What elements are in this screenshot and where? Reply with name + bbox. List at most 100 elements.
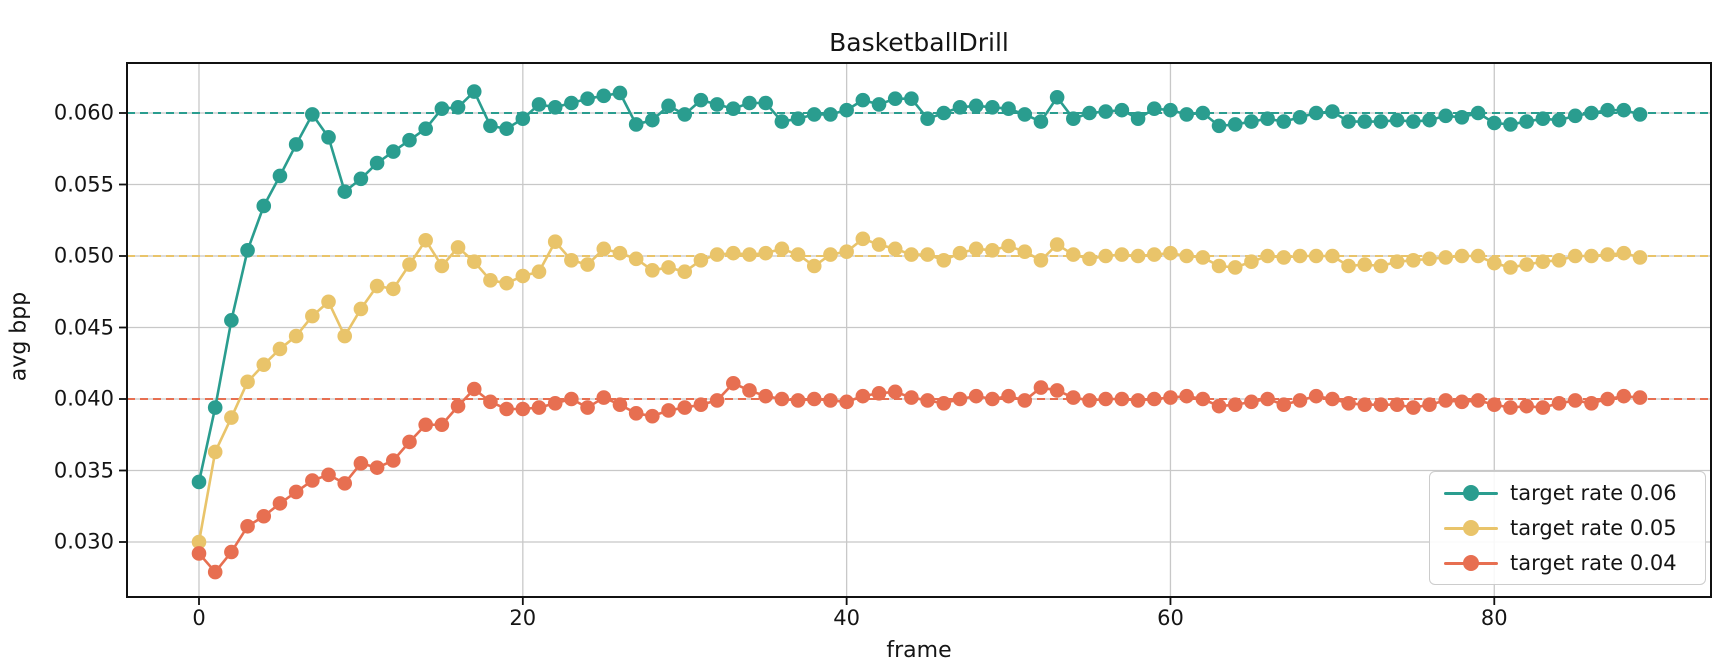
data-point: [531, 264, 547, 280]
legend-marker-icon: [1444, 519, 1498, 537]
data-point: [1163, 390, 1178, 405]
data-point: [1211, 258, 1227, 274]
data-point: [337, 476, 353, 491]
data-point: [466, 254, 482, 270]
x-tick-label: 40: [833, 606, 860, 630]
data-point: [1454, 248, 1470, 264]
data-point: [1486, 255, 1502, 271]
data-point: [726, 101, 741, 117]
data-point: [1114, 247, 1130, 262]
data-point: [1600, 247, 1615, 262]
x-axis-label: frame: [886, 638, 952, 663]
data-point: [483, 118, 498, 134]
data-point: [645, 408, 660, 424]
data-point: [1049, 383, 1065, 398]
data-point: [1098, 391, 1113, 407]
data-point: [1422, 251, 1437, 267]
data-point: [1098, 248, 1113, 264]
data-point: [1033, 114, 1049, 129]
data-point: [1373, 114, 1389, 129]
data-point: [207, 400, 223, 415]
data-point: [1227, 397, 1243, 413]
data-point: [1551, 112, 1567, 128]
data-point: [564, 95, 579, 111]
data-point: [645, 263, 660, 278]
data-point: [726, 375, 741, 391]
data-point: [758, 245, 773, 261]
data-point: [353, 171, 369, 187]
data-point: [1163, 102, 1178, 118]
data-point: [321, 467, 336, 483]
data-point: [1535, 254, 1551, 270]
data-point: [1033, 380, 1049, 395]
data-point: [272, 168, 288, 184]
data-point: [709, 393, 725, 408]
data-point: [1584, 248, 1599, 264]
data-point: [677, 400, 693, 415]
data-point: [385, 453, 401, 468]
data-point: [936, 395, 952, 411]
data-point: [1049, 89, 1065, 105]
data-point: [1325, 104, 1340, 119]
data-point: [790, 111, 806, 127]
data-point: [985, 391, 1000, 407]
data-point: [1551, 252, 1567, 268]
data-point: [952, 391, 968, 407]
data-point: [369, 278, 385, 294]
data-point: [758, 95, 773, 111]
data-point: [1292, 109, 1308, 125]
data-point: [1308, 105, 1324, 121]
data-point: [483, 394, 498, 410]
data-point: [434, 258, 450, 274]
legend-marker-icon: [1444, 484, 1498, 502]
data-point: [1503, 260, 1518, 275]
data-point: [693, 252, 709, 268]
data-point: [402, 132, 417, 148]
data-point: [531, 400, 547, 415]
legend: target rate 0.06 target rate 0.05 target…: [1429, 471, 1706, 585]
data-point: [1227, 117, 1243, 132]
data-point: [1519, 257, 1534, 272]
y-tick-label: 0.050: [53, 243, 114, 268]
data-point: [1584, 105, 1599, 121]
data-point: [596, 88, 612, 104]
data-point: [677, 264, 693, 280]
data-point: [1551, 395, 1567, 411]
data-point: [661, 260, 676, 275]
data-point: [1195, 105, 1211, 121]
data-point: [1066, 390, 1081, 405]
data-point: [790, 393, 806, 408]
data-point: [1308, 248, 1324, 264]
data-point: [1616, 245, 1632, 261]
data-point: [1438, 250, 1454, 265]
data-point: [871, 237, 887, 252]
data-point: [564, 252, 579, 268]
data-point: [612, 397, 628, 413]
data-point: [499, 401, 514, 417]
data-point: [1406, 114, 1421, 129]
data-point: [612, 85, 628, 101]
data-point: [1535, 400, 1551, 415]
data-point: [823, 393, 838, 408]
data-point: [1632, 107, 1648, 122]
data-point: [1503, 400, 1518, 415]
data-point: [920, 111, 935, 127]
data-point: [1001, 101, 1016, 117]
data-point: [823, 107, 838, 122]
data-point: [547, 99, 563, 115]
data-point: [936, 252, 952, 268]
data-point: [628, 406, 644, 421]
data-point: [499, 121, 514, 137]
x-tick-label: 60: [1157, 606, 1184, 630]
data-point: [985, 242, 1000, 258]
data-point: [240, 374, 255, 390]
data-point: [1373, 258, 1389, 274]
data-point: [823, 247, 838, 262]
data-point: [1341, 258, 1356, 274]
data-point: [709, 247, 725, 262]
data-point: [207, 444, 223, 460]
data-point: [1600, 102, 1615, 118]
data-point: [1260, 111, 1275, 127]
data-point: [256, 357, 272, 372]
